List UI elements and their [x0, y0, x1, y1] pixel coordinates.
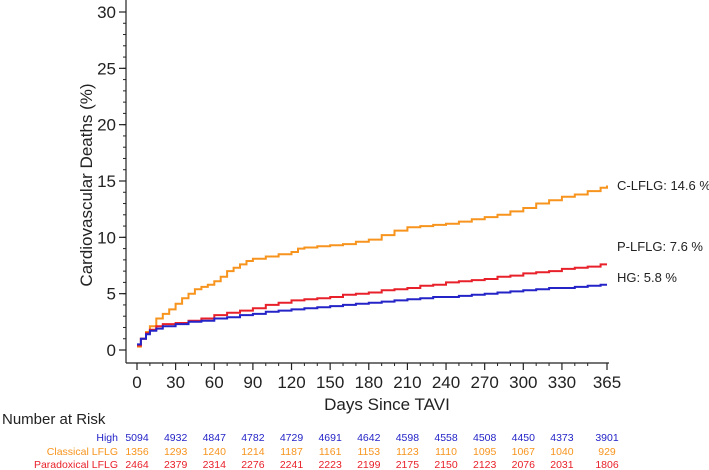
x-tick-label: 120 [277, 373, 305, 392]
x-tick-label: 150 [316, 373, 344, 392]
risk-value: 4508 [473, 432, 497, 444]
end-label-p-lflg: P-LFLG: 7.6 % [617, 239, 703, 254]
series-line-hg [137, 283, 607, 346]
x-tick-label: 365 [593, 373, 621, 392]
end-label-c-lflg: C-LFLG: 14.6 % [617, 178, 709, 193]
x-tick-label: 210 [393, 373, 421, 392]
y-tick-label: 25 [97, 59, 116, 78]
x-tick-label: 180 [355, 373, 383, 392]
risk-value: 1067 [512, 446, 536, 458]
risk-value: 1153 [357, 446, 380, 458]
series-line-c-lflg [137, 185, 608, 348]
end-labels: C-LFLG: 14.6 % P-LFLG: 7.6 % HG: 5.8 % [617, 178, 709, 285]
risk-value: 4932 [164, 432, 188, 444]
risk-value: 3901 [595, 432, 619, 444]
risk-value: 2123 [473, 459, 497, 470]
risk-table-title: Number at Risk [2, 411, 106, 428]
y-tick-label: 10 [97, 228, 116, 247]
x-tick-label: 30 [166, 373, 185, 392]
risk-value: 2175 [396, 459, 420, 470]
x-tick-label: 270 [470, 373, 498, 392]
risk-value: 1356 [125, 446, 149, 458]
y-axis-label-group: Cardiovascular Deaths (%) [77, 83, 96, 286]
risk-value: 2464 [125, 459, 149, 470]
risk-value: 1214 [241, 446, 265, 458]
x-tick-label: 330 [548, 373, 576, 392]
risk-value: 4450 [512, 432, 536, 444]
risk-value: 1293 [164, 446, 188, 458]
y-tick-label: 15 [97, 172, 116, 191]
y-axis-label: Cardiovascular Deaths (%) [77, 83, 96, 286]
risk-value: 1095 [473, 446, 497, 458]
risk-value: 2241 [280, 459, 304, 470]
risk-value: 1110 [435, 446, 457, 458]
risk-value: 929 [598, 446, 616, 458]
risk-value: 2223 [318, 459, 342, 470]
x-axis-label: Days Since TAVI [324, 395, 450, 414]
x-tick-label: 0 [132, 373, 141, 392]
risk-value: 1123 [396, 446, 419, 458]
risk-value: 5094 [125, 432, 149, 444]
risk-value: 2031 [550, 459, 574, 470]
x-tick-label: 300 [509, 373, 537, 392]
risk-row-label: Paradoxical LFLG [34, 459, 118, 470]
y-tick-label: 30 [97, 3, 116, 22]
risk-value: 4782 [241, 432, 265, 444]
x-tick-label: 60 [205, 373, 224, 392]
risk-table: High 5094 4932 4847 4782 4729 4691 4642 4598 4558… [34, 432, 619, 470]
risk-value: 2379 [164, 459, 188, 470]
risk-value: 4373 [550, 432, 574, 444]
end-label-hg: HG: 5.8 % [617, 270, 677, 285]
risk-value: 2276 [241, 459, 265, 470]
y-tick-label: 0 [107, 341, 116, 360]
risk-value: 4847 [203, 432, 227, 444]
risk-value: 4598 [396, 432, 420, 444]
risk-value: 4729 [280, 432, 304, 444]
risk-value: 1806 [595, 459, 619, 470]
y-tick-label: 20 [97, 116, 116, 135]
risk-value: 1161 [319, 446, 342, 458]
y-tick-label: 5 [107, 285, 116, 304]
risk-value: 4642 [357, 432, 381, 444]
risk-row-label: High [96, 432, 118, 444]
risk-value: 2076 [512, 459, 536, 470]
risk-value: 2199 [357, 459, 381, 470]
risk-value: 1240 [203, 446, 227, 458]
risk-value: 1187 [280, 446, 303, 458]
risk-row-label: Classical LFLG [47, 446, 118, 458]
risk-value: 2314 [203, 459, 227, 470]
x-tick-label: 240 [432, 373, 460, 392]
series-layer [137, 185, 608, 348]
series-line-p-lflg [137, 263, 607, 347]
x-tick-label: 90 [243, 373, 262, 392]
risk-value: 4558 [434, 432, 458, 444]
risk-value: 4691 [318, 432, 342, 444]
risk-value: 2150 [434, 459, 458, 470]
risk-value: 1040 [550, 446, 574, 458]
